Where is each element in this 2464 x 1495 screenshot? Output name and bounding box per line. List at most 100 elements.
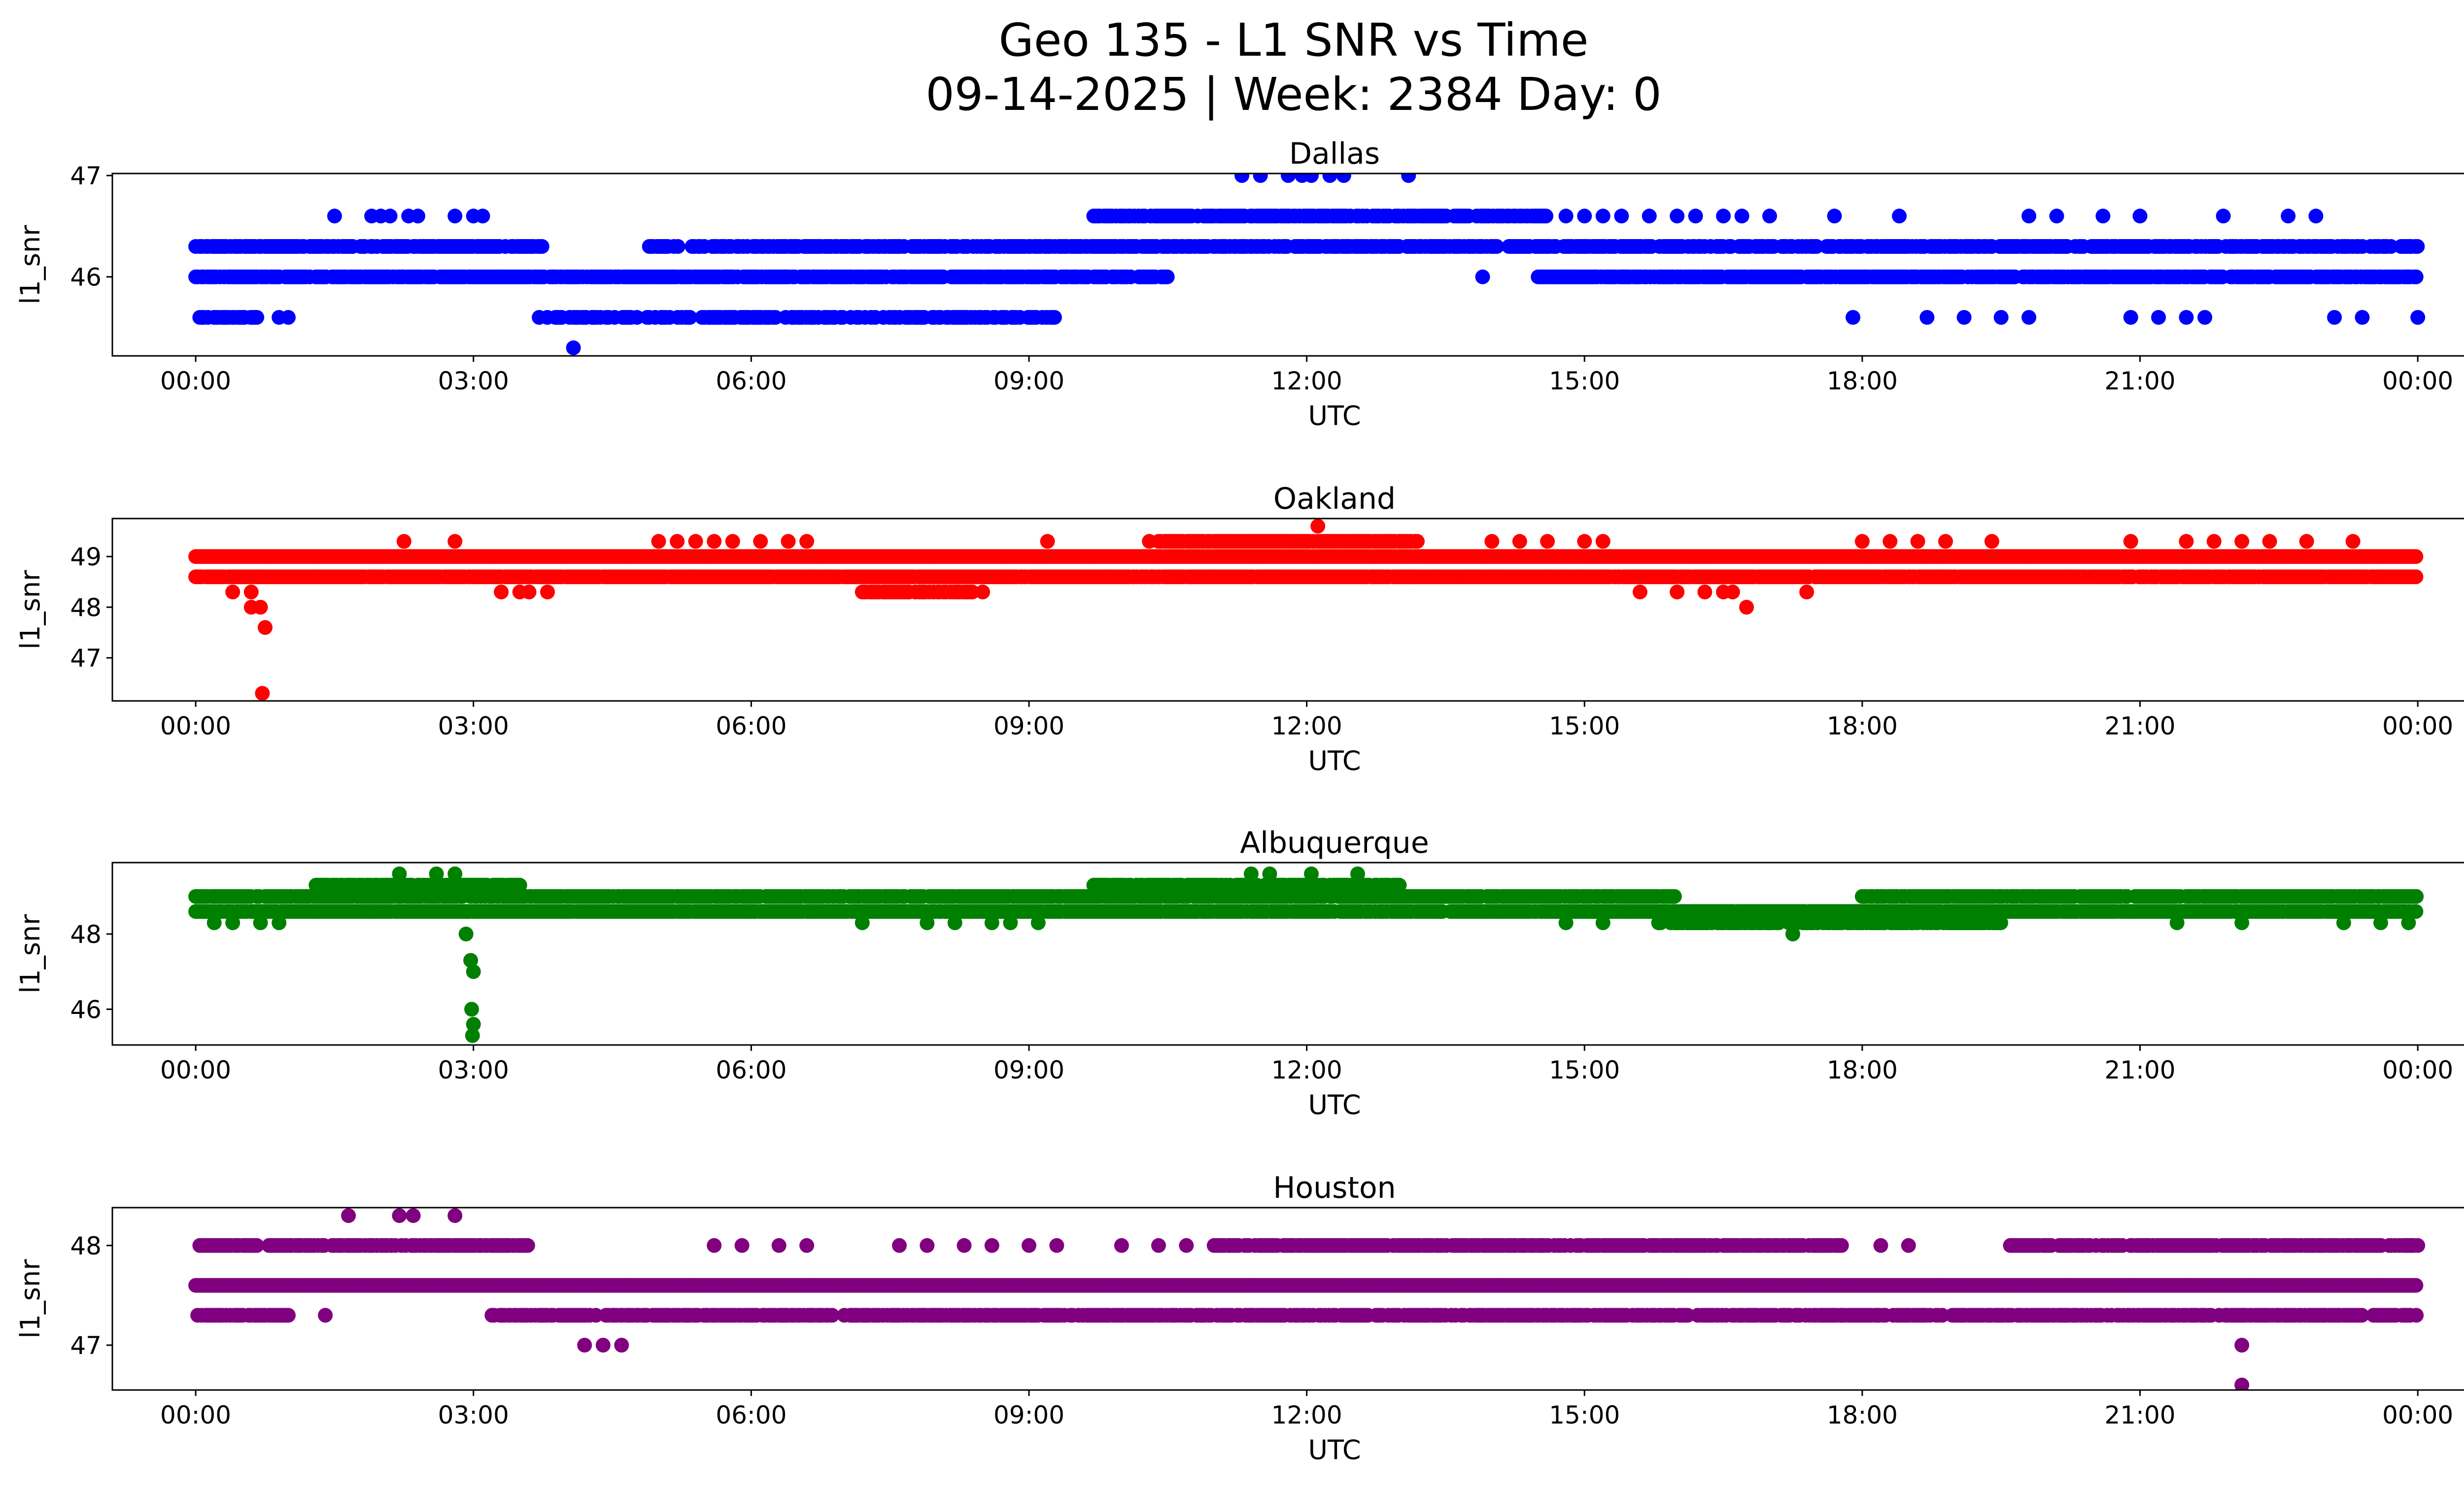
oakland-data-point xyxy=(1854,534,1870,549)
figure-title-line1: Geo 135 - L1 SNR vs Time xyxy=(999,14,1589,67)
dallas-data-point xyxy=(1475,269,1490,284)
dallas-data-point xyxy=(1993,310,2009,325)
oakland-data-point xyxy=(2408,549,2424,564)
oakland-data-point xyxy=(1410,534,1425,549)
dallas-data-point xyxy=(2383,239,2398,254)
oakland-data-point xyxy=(1938,534,1953,549)
dallas-title: Dallas xyxy=(1289,137,1380,171)
oakland-data-point xyxy=(1739,599,1754,615)
oakland-data-point xyxy=(255,686,270,701)
oakland-data-point xyxy=(521,585,537,599)
oakland-data-point xyxy=(1512,534,1527,549)
oakland-data-point xyxy=(447,534,463,549)
dallas-x-tick-label: 21:00 xyxy=(2104,367,2175,395)
dallas-data-point xyxy=(2327,310,2342,325)
dallas-data-point xyxy=(1322,174,1337,183)
oakland-data-point xyxy=(225,585,240,599)
oakland-data-point xyxy=(1310,519,1326,534)
dallas-x-tick-label: 18:00 xyxy=(1827,367,1898,395)
oakland-data-point xyxy=(753,534,768,549)
oakland-data-point xyxy=(1364,569,1379,585)
dallas-data-point xyxy=(1304,174,1319,183)
oakland-data-point xyxy=(799,534,815,549)
dallas-data-point xyxy=(1762,209,1777,224)
dallas-data-point xyxy=(1642,209,1657,224)
dallas-data-point xyxy=(281,310,296,325)
dallas-data-point xyxy=(2216,209,2231,224)
dallas-x-tick-label: 09:00 xyxy=(993,367,1064,395)
oakland-data-point xyxy=(2234,534,2250,549)
oakland-data-point xyxy=(243,585,259,599)
oakland-data-point xyxy=(2345,534,2361,549)
dallas-data-point xyxy=(1558,209,1574,224)
oakland-data-point xyxy=(1882,534,1898,549)
dallas-x-tick-label: 12:00 xyxy=(1271,367,1342,395)
dallas-x-tick-label: 00:00 xyxy=(2382,367,2453,395)
dallas-data-point xyxy=(1577,209,1592,224)
dallas-data-point xyxy=(1401,174,1416,183)
dallas-data-point xyxy=(2132,209,2148,224)
dallas-data-point xyxy=(249,310,265,325)
oakland-x-tick-label: 18:00 xyxy=(1827,712,1898,740)
dallas-data-point xyxy=(1956,310,1972,325)
oakland-data-point xyxy=(494,585,509,599)
dallas-y-tick-label: 46 xyxy=(70,263,102,292)
dallas-data-point xyxy=(670,239,685,254)
dallas-x-axis-label: UTC xyxy=(1308,400,1361,431)
dallas-data-point xyxy=(1809,239,1824,254)
oakland-data-point xyxy=(1540,534,1555,549)
oakland-data-point xyxy=(975,585,991,599)
dallas-data-point xyxy=(2410,239,2425,254)
oakland-x-tick-label: 21:00 xyxy=(2104,712,2175,740)
figure-title-line2: 09-14-2025 | Week: 2384 Day: 0 xyxy=(925,68,1662,121)
oakland-data-point xyxy=(1484,534,1500,549)
oakland-data-point xyxy=(670,534,685,549)
oakland-data-point xyxy=(243,599,259,615)
oakland-data-point xyxy=(2179,534,2194,549)
dallas-scatter-points xyxy=(188,174,2426,355)
oakland-y-tick-label: 47 xyxy=(70,644,102,673)
dallas-data-point xyxy=(2281,209,2296,224)
dallas-data-point xyxy=(2021,310,2037,325)
dallas-data-point xyxy=(1716,209,1731,224)
dallas-y-axis-label: l1_snr xyxy=(15,225,46,305)
dallas-x-tick-label: 00:00 xyxy=(160,367,231,395)
dallas-data-point xyxy=(1160,269,1175,284)
oakland-x-tick-label: 12:00 xyxy=(1271,712,1342,740)
oakland-data-point xyxy=(2262,534,2277,549)
oakland-data-point xyxy=(725,534,740,549)
oakland-data-point xyxy=(1577,534,1592,549)
oakland-data-point xyxy=(1401,569,1416,585)
oakland-x-tick-label: 15:00 xyxy=(1549,712,1620,740)
oakland-data-point xyxy=(651,534,666,549)
oakland-data-point xyxy=(1910,534,1925,549)
dallas-data-point xyxy=(1253,174,1268,183)
dallas-data-point xyxy=(1047,310,1062,325)
albuquerque-scatter-points xyxy=(188,866,2424,1043)
dallas-data-point xyxy=(382,209,398,224)
dallas-axes-frame xyxy=(111,173,2464,357)
dallas-data-point xyxy=(1281,174,1296,183)
oakland-data-point xyxy=(1040,534,1055,549)
oakland-data-point xyxy=(957,585,972,599)
dallas-data-point xyxy=(1919,310,1935,325)
dallas-data-point xyxy=(1846,310,1861,325)
dallas-data-point xyxy=(2408,269,2424,284)
dallas-y-tick-label: 47 xyxy=(70,162,102,190)
oakland-x-tick-label: 09:00 xyxy=(993,712,1064,740)
oakland-data-point xyxy=(258,620,273,635)
dallas-data-point xyxy=(566,340,581,355)
oakland-x-tick-label: 00:00 xyxy=(2382,712,2453,740)
albuquerque-title: Albuquerque xyxy=(1240,826,1429,860)
dallas-data-point xyxy=(1670,209,1685,224)
dallas-data-point xyxy=(447,209,463,224)
oakland-y-axis-label: l1_snr xyxy=(15,570,46,650)
dallas-data-point xyxy=(2021,209,2037,224)
oakland-x-tick-label: 06:00 xyxy=(716,712,787,740)
oakland-data-point xyxy=(1142,534,1157,549)
oakland-data-point xyxy=(1595,534,1610,549)
dallas-data-point xyxy=(475,209,490,224)
oakland-data-point xyxy=(1697,585,1712,599)
